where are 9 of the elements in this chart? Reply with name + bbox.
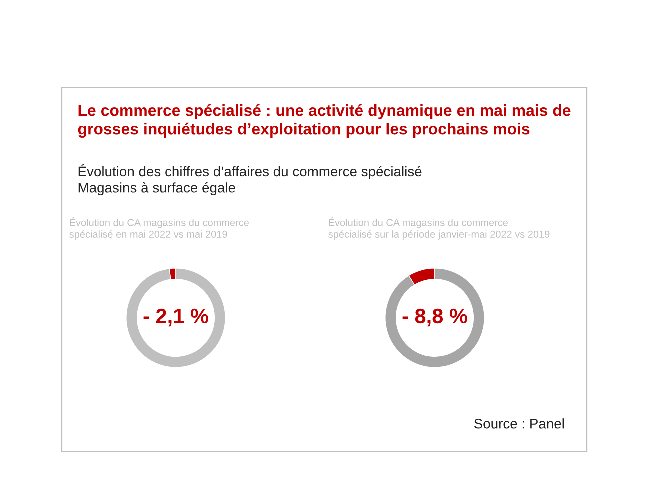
text: - 8,8 % [402, 308, 468, 327]
text: Évolution des chiffres d’affaires du commerce spécialisé Magasins à surface égale [78, 164, 422, 196]
chart-title: Évolution du CA magasins du commerce spécialisé en mai 2022 vs mai 2019 [70, 218, 250, 240]
text: - 2,1 % [144, 308, 208, 327]
text: Le commerce spécialisé : une activité dynamique en mai mais de grosses inquiétudes d’exploitation pour les prochains mois [78, 104, 571, 138]
donut-slice [126, 268, 226, 368]
chart-title: Évolution du CA magasins du commerce spécialisé sur la période janvier-mai 2022 vs 2019 [328, 218, 550, 240]
donut-slice [385, 268, 485, 368]
source-note: Source : Panel [474, 418, 564, 429]
